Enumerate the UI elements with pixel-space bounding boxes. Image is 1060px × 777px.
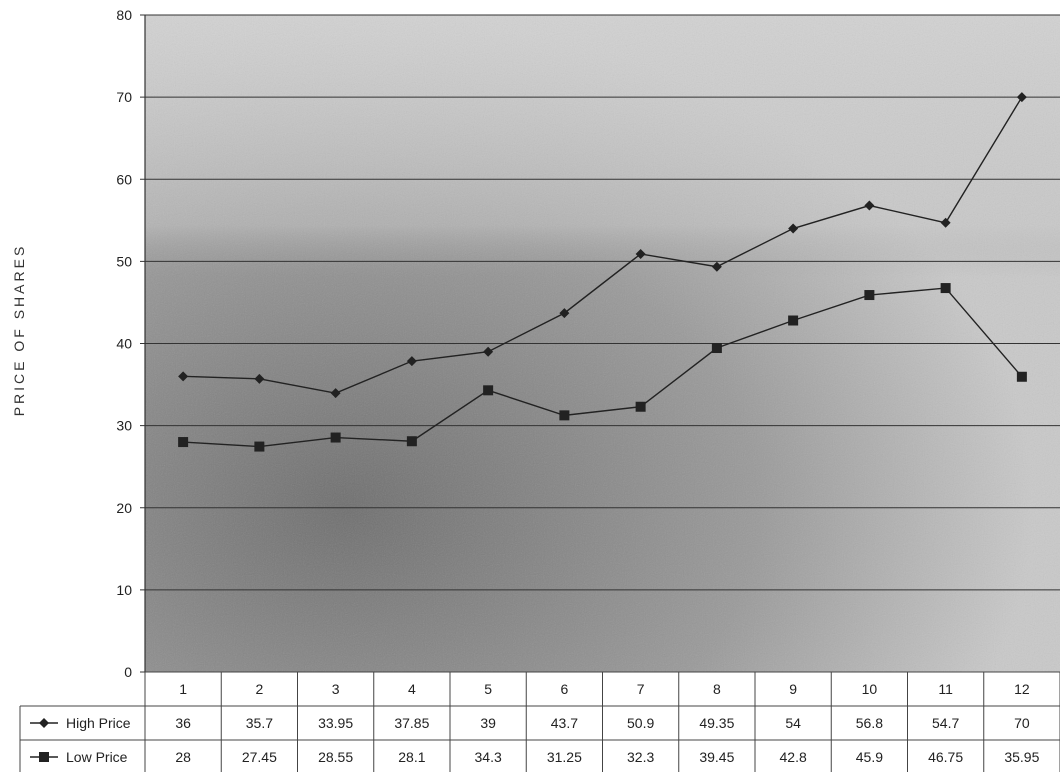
series-high-price bbox=[178, 92, 1027, 399]
data-point-marker bbox=[254, 373, 265, 384]
data-table-value: 70 bbox=[1014, 715, 1030, 731]
data-point-marker bbox=[940, 217, 951, 228]
data-table-value: 49.35 bbox=[699, 715, 734, 731]
data-table-value: 32.3 bbox=[627, 749, 654, 765]
data-point-marker bbox=[330, 388, 341, 399]
x-tick-label: 6 bbox=[560, 681, 568, 697]
data-table-value: 54 bbox=[785, 715, 801, 731]
data-table-value: 27.45 bbox=[242, 749, 277, 765]
data-table-value: 54.7 bbox=[932, 715, 959, 731]
x-tick-label: 1 bbox=[179, 681, 187, 697]
x-tick-label: 10 bbox=[862, 681, 878, 697]
series-low-price bbox=[178, 283, 1027, 452]
data-point-marker bbox=[254, 441, 265, 452]
y-tick-label: 80 bbox=[116, 7, 132, 23]
y-tick-label: 60 bbox=[116, 171, 132, 187]
data-table-value: 43.7 bbox=[551, 715, 578, 731]
data-table-value: 42.8 bbox=[780, 749, 807, 765]
legend-label: Low Price bbox=[66, 749, 128, 765]
y-tick-label: 40 bbox=[116, 336, 132, 352]
legend-key-marker bbox=[39, 752, 49, 762]
y-tick-label: 30 bbox=[116, 418, 132, 434]
data-table-value: 50.9 bbox=[627, 715, 654, 731]
data-table-value: 45.9 bbox=[856, 749, 883, 765]
data-point-marker bbox=[1016, 92, 1027, 103]
series-line bbox=[183, 96, 1023, 394]
data-point-marker bbox=[940, 283, 951, 294]
data-table-value: 28.55 bbox=[318, 749, 353, 765]
data-point-marker bbox=[635, 401, 646, 412]
data-point-marker bbox=[330, 432, 341, 443]
x-tick-label: 9 bbox=[789, 681, 797, 697]
data-point-marker bbox=[483, 385, 494, 396]
data-table-value: 34.3 bbox=[475, 749, 502, 765]
data-point-marker bbox=[788, 223, 799, 234]
data-table-value: 39 bbox=[480, 715, 496, 731]
series-line bbox=[183, 287, 1023, 448]
data-point-marker bbox=[178, 437, 189, 448]
legend-key-marker bbox=[39, 718, 49, 728]
data-table-value: 46.75 bbox=[928, 749, 963, 765]
data-point-marker bbox=[406, 436, 417, 447]
data-table-value: 33.95 bbox=[318, 715, 353, 731]
y-axis-label: PRICE OF SHARES bbox=[11, 244, 27, 417]
data-table-value: 31.25 bbox=[547, 749, 582, 765]
gridlines bbox=[144, 14, 1060, 673]
data-point-marker bbox=[178, 371, 189, 382]
x-tick-label: 7 bbox=[637, 681, 645, 697]
data-point-marker bbox=[711, 343, 722, 354]
y-tick-label: 70 bbox=[116, 89, 132, 105]
data-point-marker bbox=[559, 410, 570, 421]
data-table-value: 28.1 bbox=[398, 749, 425, 765]
data-point-marker bbox=[864, 290, 875, 301]
x-tick-label: 12 bbox=[1014, 681, 1030, 697]
data-table-value: 35.95 bbox=[1004, 749, 1039, 765]
data-point-marker bbox=[711, 261, 722, 272]
y-tick-label: 50 bbox=[116, 253, 132, 269]
data-point-marker bbox=[1016, 371, 1027, 382]
y-tick-label: 10 bbox=[116, 582, 132, 598]
legend-label: High Price bbox=[66, 715, 131, 731]
x-tick-label: 5 bbox=[484, 681, 492, 697]
x-tick-label: 2 bbox=[255, 681, 263, 697]
y-tick-label: 20 bbox=[116, 500, 132, 516]
x-tick-label: 11 bbox=[938, 681, 953, 697]
x-tick-label: 8 bbox=[713, 681, 721, 697]
data-point-marker bbox=[559, 308, 570, 319]
data-table-value: 39.45 bbox=[699, 749, 734, 765]
data-table-value: 35.7 bbox=[246, 715, 273, 731]
y-tick-label: 0 bbox=[124, 664, 132, 680]
x-tick-label: 4 bbox=[408, 681, 416, 697]
data-point-marker bbox=[483, 346, 494, 357]
data-point-marker bbox=[635, 248, 646, 259]
x-tick-label: 3 bbox=[332, 681, 340, 697]
data-table-value: 36 bbox=[175, 715, 191, 731]
data-table-value: 56.8 bbox=[856, 715, 883, 731]
y-axis-ticks: 0 10 20 30 40 50 60 70 80 bbox=[116, 7, 145, 680]
data-point-marker bbox=[788, 315, 799, 326]
data-table-value: 37.85 bbox=[394, 715, 429, 731]
data-point-marker bbox=[864, 200, 875, 211]
data-point-marker bbox=[406, 356, 417, 367]
data-table-value: 28 bbox=[175, 749, 191, 765]
series-lines bbox=[178, 92, 1027, 452]
